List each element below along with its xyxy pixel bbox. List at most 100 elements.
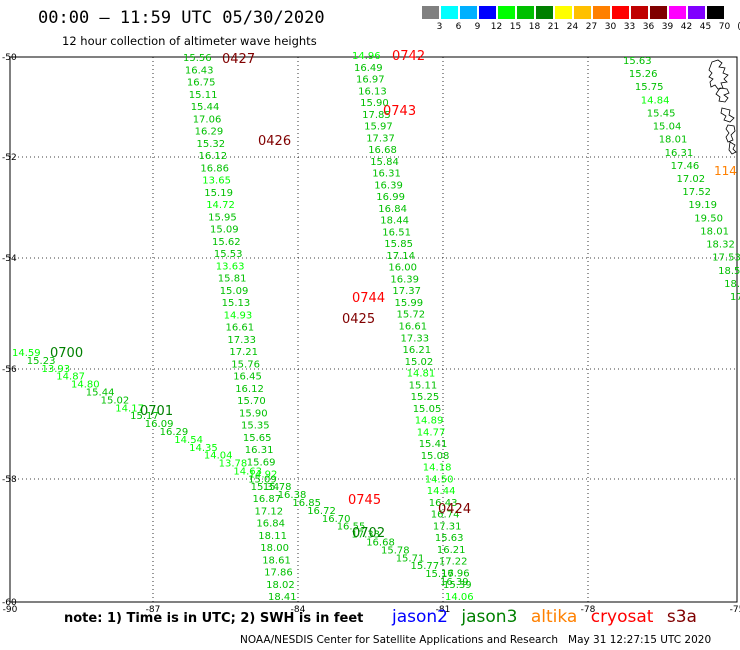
color-swatch bbox=[536, 6, 553, 19]
wave-height-value: 16.61 bbox=[226, 323, 255, 334]
wave-height-value: 18.41 bbox=[268, 592, 297, 603]
wave-height-value: 15.13 bbox=[222, 298, 251, 309]
wave-height-value: 15.90 bbox=[360, 98, 389, 109]
wave-height-value: 15.17 bbox=[130, 411, 159, 422]
wave-height-value: 17.33 bbox=[401, 333, 430, 344]
wave-height-value: 16.84 bbox=[256, 519, 285, 530]
wave-height-value: 15.45 bbox=[647, 108, 676, 119]
wave-height-value: 17.31 bbox=[433, 521, 462, 532]
pass-label: 0742 bbox=[392, 49, 425, 64]
wave-height-value: 17.37 bbox=[392, 286, 421, 297]
wave-height-value: 16.49 bbox=[354, 63, 383, 74]
color-scale-label: 12 bbox=[490, 22, 503, 32]
wave-height-value: 16.39 bbox=[390, 275, 419, 286]
latitude-tick-label: -60 bbox=[2, 598, 17, 608]
axis-ticks: -90 -87 -84 -81 -78 -75 -50 -52 -54 -56 -58 -60 bbox=[2, 53, 740, 615]
pass-label: 0701 bbox=[140, 404, 173, 419]
wave-height-value: 15.05 bbox=[413, 404, 442, 415]
color-swatch bbox=[498, 6, 515, 19]
map-frame bbox=[9, 56, 738, 603]
wave-height-value: 18.5 bbox=[718, 266, 740, 277]
color-scale-label: 33 bbox=[623, 22, 636, 32]
wave-height-value: 16.68 bbox=[368, 145, 397, 156]
wave-height-value: 17.37 bbox=[366, 133, 395, 144]
wave-height-value: 17.06 bbox=[193, 114, 222, 125]
wave-height-value: 14.89 bbox=[415, 416, 444, 427]
color-swatch bbox=[688, 6, 705, 19]
wave-height-value: 15.44 bbox=[86, 388, 115, 399]
pass-label: 0745 bbox=[348, 493, 381, 508]
island-outline bbox=[725, 124, 736, 143]
color-swatch bbox=[441, 6, 458, 19]
wave-height-value: 15.95 bbox=[208, 212, 237, 223]
wave-height-value: 17.86 bbox=[264, 568, 293, 579]
color-swatch bbox=[574, 6, 591, 19]
latitude-tick-label: -54 bbox=[2, 254, 17, 264]
footer-credit: NOAA/NESDIS Center for Satellite Applica… bbox=[240, 634, 712, 646]
wave-height-value: 15.39 bbox=[443, 580, 472, 591]
longitude-tick-label: -90 bbox=[3, 605, 18, 615]
longitude-tick-label: -84 bbox=[291, 605, 306, 615]
wave-height-value: 16.00 bbox=[388, 263, 417, 274]
longitude-tick-label: -81 bbox=[436, 605, 451, 615]
wave-height-value: 15.65 bbox=[243, 433, 272, 444]
legend-jason3: jason3 bbox=[461, 607, 518, 627]
wave-height-value: 14.63 bbox=[233, 466, 262, 477]
wave-height-value: 16.97 bbox=[356, 75, 385, 86]
wave-height-value: 16.55 bbox=[337, 522, 366, 533]
wave-height-value: 15.35 bbox=[241, 421, 270, 432]
wave-height-value: 15.56 bbox=[183, 53, 212, 64]
wave-height-value: 15.85 bbox=[384, 239, 413, 250]
wave-height-value: 13.65 bbox=[202, 176, 231, 187]
wave-height-value: 14.06 bbox=[445, 592, 474, 603]
wave-height-value: 16.29 bbox=[160, 427, 189, 438]
wave-height-value: 16.13 bbox=[358, 86, 387, 97]
altimeter-tracks: 15.5616.4316.7515.1115.4417.0616.2915.32… bbox=[12, 49, 740, 603]
graticule-grid bbox=[10, 57, 737, 602]
wave-height-value: 15.44 bbox=[191, 102, 220, 113]
wave-height-value: 15.62 bbox=[212, 237, 241, 248]
wave-height-value: 16.86 bbox=[200, 163, 229, 174]
wave-height-value: 14.44 bbox=[427, 486, 456, 497]
wave-height-value: 15.02 bbox=[101, 395, 130, 406]
wave-height-value: 17.46 bbox=[671, 161, 700, 172]
color-scale-label: 24 bbox=[566, 22, 579, 32]
wave-height-value: 15.77 bbox=[411, 561, 440, 572]
latitude-tick-label: -52 bbox=[2, 153, 17, 163]
legend-s3a: s3a bbox=[666, 607, 697, 627]
wave-height-value: 15.34 bbox=[251, 482, 280, 493]
longitude-tick-label: -87 bbox=[146, 605, 161, 615]
wave-height-value: 16.43 bbox=[429, 498, 458, 509]
wave-height-value: 18.3 bbox=[724, 279, 740, 290]
wave-height-value: 15.09 bbox=[248, 474, 277, 485]
pass-label: 0744 bbox=[352, 291, 385, 306]
wave-height-value: 16.38 bbox=[278, 490, 307, 501]
note-text: note: 1) Time is in UTC; 2) SWH is in fe… bbox=[64, 611, 364, 626]
wave-height-value: 14.04 bbox=[204, 451, 233, 462]
wave-height-value: 16.29 bbox=[195, 127, 224, 138]
color-swatch bbox=[707, 6, 724, 19]
wave-height-value: 15.41 bbox=[419, 439, 448, 450]
wave-height-value: 15.09 bbox=[210, 225, 239, 236]
wave-height-value: 17.33 bbox=[351, 530, 380, 541]
wave-height-value: 18.32 bbox=[706, 240, 735, 251]
wave-height-value: 17.53 bbox=[712, 253, 740, 264]
pass-label: 0700 bbox=[50, 346, 83, 361]
color-swatch bbox=[555, 6, 572, 19]
coastline-islands bbox=[708, 59, 737, 155]
wave-height-value: 15.26 bbox=[629, 69, 658, 80]
wave-height-value: 19.50 bbox=[694, 213, 723, 224]
wave-height-value: 13.78 bbox=[219, 459, 248, 470]
wave-height-value: 15.53 bbox=[214, 249, 243, 260]
wave-height-value: 17.85 bbox=[362, 110, 391, 121]
wave-height-value: 16.68 bbox=[366, 538, 395, 549]
wave-height-value: 14.72 bbox=[206, 200, 235, 211]
wave-height-value: 14.92 bbox=[249, 470, 278, 481]
color-swatch bbox=[669, 6, 686, 19]
wave-height-value: 16.99 bbox=[376, 192, 405, 203]
color-scale-label: 70 bbox=[718, 22, 731, 32]
wave-height-value: 18.11 bbox=[258, 531, 287, 542]
color-swatch bbox=[650, 6, 667, 19]
pass-label: 0425 bbox=[342, 312, 375, 327]
wave-height-value: 15.75 bbox=[635, 82, 664, 93]
